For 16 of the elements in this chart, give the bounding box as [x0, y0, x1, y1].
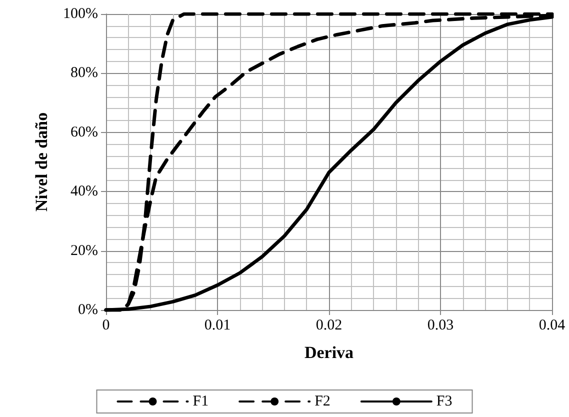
legend-label: F1 [192, 394, 209, 410]
legend-label: F3 [436, 394, 452, 410]
y-tick-label: 40% [70, 184, 98, 200]
x-tick-label: 0.02 [316, 318, 342, 334]
legend-label: F2 [314, 394, 330, 410]
y-tick-label: 100% [63, 6, 98, 22]
x-tick-label: 0 [102, 318, 110, 334]
x-tick-label: 0.03 [427, 318, 454, 334]
y-tick-label: 60% [70, 124, 98, 140]
y-tick-label: 20% [70, 242, 98, 259]
x-tick-label: 0.04 [538, 318, 566, 334]
y-axis-title: Nivel de daño [32, 112, 51, 212]
x-axis-title: Deriva [304, 343, 354, 362]
y-tick-label: 80% [70, 65, 98, 82]
x-tick-label: 0.01 [204, 318, 231, 334]
y-tick-label: 0% [78, 302, 98, 318]
